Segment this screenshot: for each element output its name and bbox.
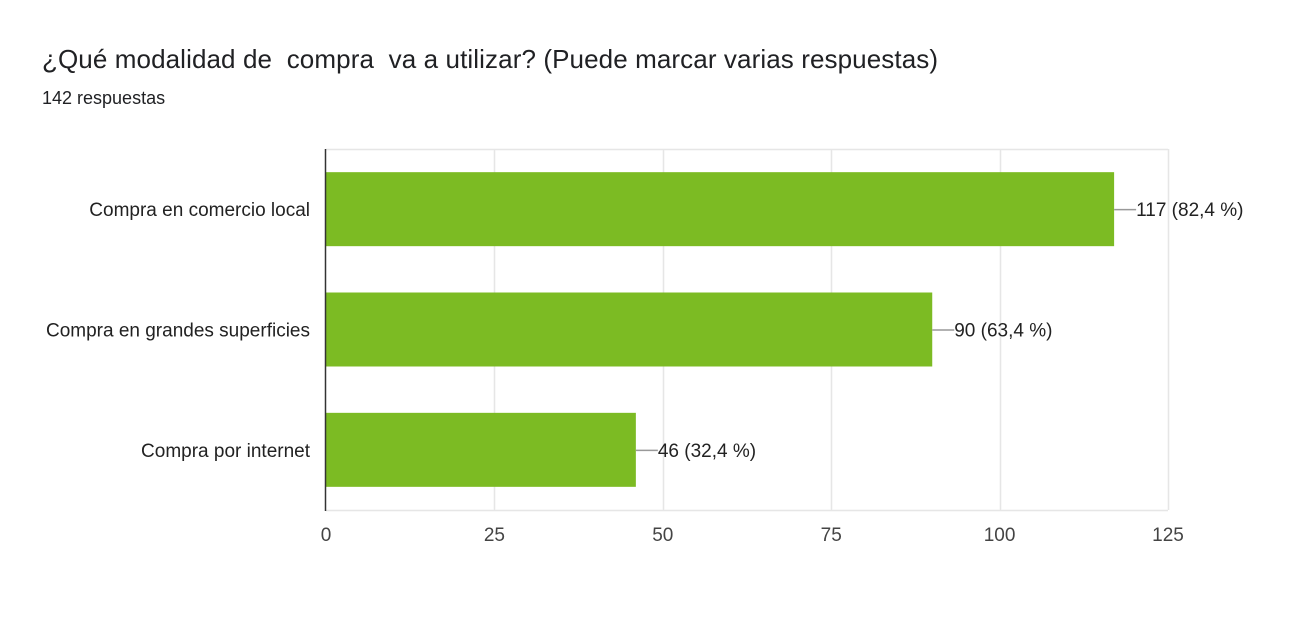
x-tick-label: 50 bbox=[652, 525, 673, 546]
x-tick-label: 125 bbox=[1152, 525, 1184, 546]
bar bbox=[326, 292, 933, 367]
bar bbox=[326, 172, 1115, 247]
question-title: ¿Qué modalidad de compra va a utilizar? … bbox=[42, 44, 939, 74]
bar bbox=[326, 412, 636, 487]
category-label: Compra por internet bbox=[141, 441, 311, 462]
x-tick-label: 100 bbox=[984, 525, 1016, 546]
x-tick-label: 0 bbox=[321, 525, 332, 546]
response-count: 142 respuestas bbox=[42, 88, 166, 108]
data-label: 90 (63,4 %) bbox=[954, 321, 1052, 342]
x-tick-label: 25 bbox=[484, 525, 505, 546]
bars bbox=[326, 172, 1115, 487]
category-label: Compra en grandes superficies bbox=[46, 321, 310, 342]
data-label: 46 (32,4 %) bbox=[658, 441, 756, 462]
category-label: Compra en comercio local bbox=[89, 200, 310, 221]
x-tick-label: 75 bbox=[821, 525, 842, 546]
labels: 0 25 50 75 100 125 Compra en comercio local 117… bbox=[46, 200, 1244, 546]
data-label: 117 (82,4 %) bbox=[1136, 200, 1243, 221]
